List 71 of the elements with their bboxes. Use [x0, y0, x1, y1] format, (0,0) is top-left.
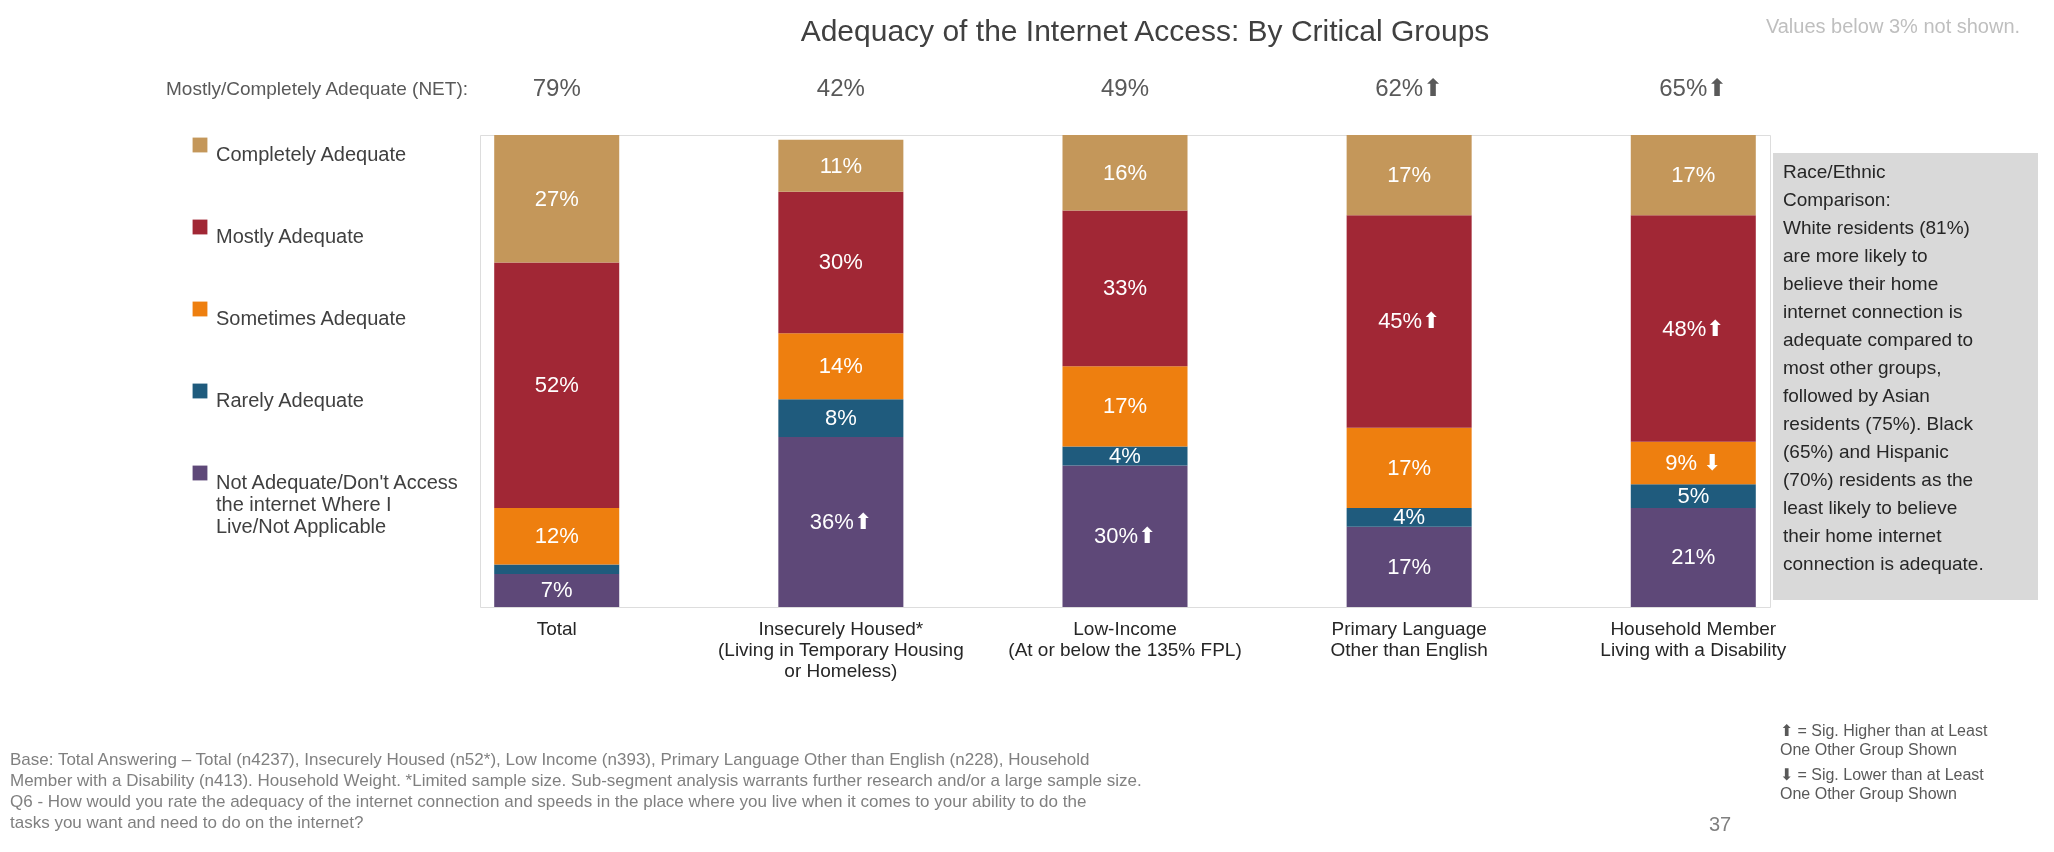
bar — [494, 573, 620, 607]
bar — [1346, 135, 1472, 216]
bar — [494, 564, 620, 574]
data-label: 11% — [819, 152, 863, 178]
x-tick-label: Household Member Living with a Disability — [1600, 617, 1787, 660]
text: 79% — [532, 74, 581, 101]
x-tick-label: Low-Income (At or below the 135% FPL) — [1008, 617, 1242, 660]
data-label: 9% ⬇ — [1665, 450, 1722, 476]
bar — [1346, 427, 1472, 508]
bar — [778, 191, 904, 334]
text: Values below 3% not shown. — [1765, 15, 2021, 37]
bar — [778, 139, 904, 192]
bar — [494, 507, 620, 565]
bar — [1630, 484, 1756, 508]
data-label: 33% — [1102, 275, 1148, 301]
bar — [1062, 135, 1188, 211]
legend-label: Completely Adequate — [216, 143, 407, 165]
bar — [1062, 210, 1188, 367]
bar — [1346, 507, 1472, 527]
data-label: 7% — [540, 577, 573, 603]
text: ⬆ = Sig. Higher than at Least One Other Group Shown — [1780, 722, 1988, 758]
x-tick-label: Total — [536, 617, 577, 639]
legend-label: Mostly Adequate — [216, 225, 364, 247]
bar — [1630, 441, 1756, 485]
x-tick-label: Primary Language Other than English — [1330, 617, 1488, 660]
data-label: 17% — [1387, 162, 1432, 188]
data-label: 17% — [1387, 454, 1432, 480]
text: Mostly/Completely Adequate (NET): — [165, 78, 468, 99]
bar — [494, 262, 620, 508]
data-label: 21% — [1671, 544, 1716, 570]
bar — [1062, 366, 1188, 447]
data-label: 5% — [1677, 483, 1710, 509]
data-label: 16% — [1102, 159, 1148, 185]
bar — [778, 333, 904, 400]
bar — [1630, 215, 1756, 442]
data-label: 27% — [534, 185, 579, 211]
data-label: 36%⬆ — [809, 509, 872, 535]
legend-label: Not Adequate/Don't Access the internet Where I Live/Not Applicable — [216, 471, 458, 537]
data-label: 30% — [818, 249, 863, 275]
data-label: 8% — [824, 405, 857, 431]
x-tick-label: Insecurely Housed* (Living in Temporary Housing or Homeless) — [718, 617, 964, 681]
data-label: 17% — [1102, 393, 1148, 419]
data-label: 14% — [818, 353, 863, 379]
bar — [1630, 135, 1756, 216]
data-label: 48%⬆ — [1662, 315, 1725, 341]
text: Base: Total Answering – Total (n4237), Insecurely Housed (n52*), Low Income (n393), Primary Language Other than English (n228), Household Member with a Disability (n413). Household Weight. *Limited sample size. Sub-segment analysis warrants further research and/or a large sample size. Q6 - How would you rate the adequacy of the internet connection and speeds in the place where you live when it comes to your ability to do the tasks you want and need to do on the internet? — [10, 750, 1142, 832]
bar — [1062, 465, 1188, 607]
data-label: 17% — [1387, 553, 1432, 579]
text: 62%⬆ — [1375, 74, 1444, 101]
bar — [494, 135, 620, 263]
text: ⬇ = Sig. Lower than at Least One Other Group Shown — [1780, 766, 1985, 802]
bar — [1346, 526, 1472, 607]
text: Race/Ethnic Comparison: White residents (81%) are more likely to believe their home internet connection is adequate compared to most other groups, followed by Asian residents (75%). Black (65%) and Hispanic (70%) residents as the least likely to believe their home internet connection is adequate. — [1783, 161, 1984, 574]
text: 42% — [816, 74, 865, 101]
bar — [1630, 507, 1756, 607]
data-label: 30%⬆ — [1093, 523, 1157, 549]
text: 49% — [1100, 74, 1150, 101]
chart-title: Adequacy of the Internet Access: By Critical Groups — [800, 14, 1490, 47]
data-label: 4% — [1109, 442, 1141, 468]
bar — [1346, 215, 1472, 428]
data-label: 17% — [1671, 162, 1716, 188]
data-label: 45%⬆ — [1378, 308, 1441, 334]
legend-label: Sometimes Adequate — [216, 307, 407, 329]
text: 65%⬆ — [1659, 74, 1728, 101]
data-label: 4% — [1393, 504, 1426, 530]
data-label: 12% — [534, 523, 579, 549]
legend-label: Rarely Adequate — [216, 389, 364, 411]
data-label: 52% — [534, 372, 579, 398]
text: 37 — [1708, 813, 1732, 835]
bar — [778, 399, 904, 438]
bar — [778, 437, 904, 607]
